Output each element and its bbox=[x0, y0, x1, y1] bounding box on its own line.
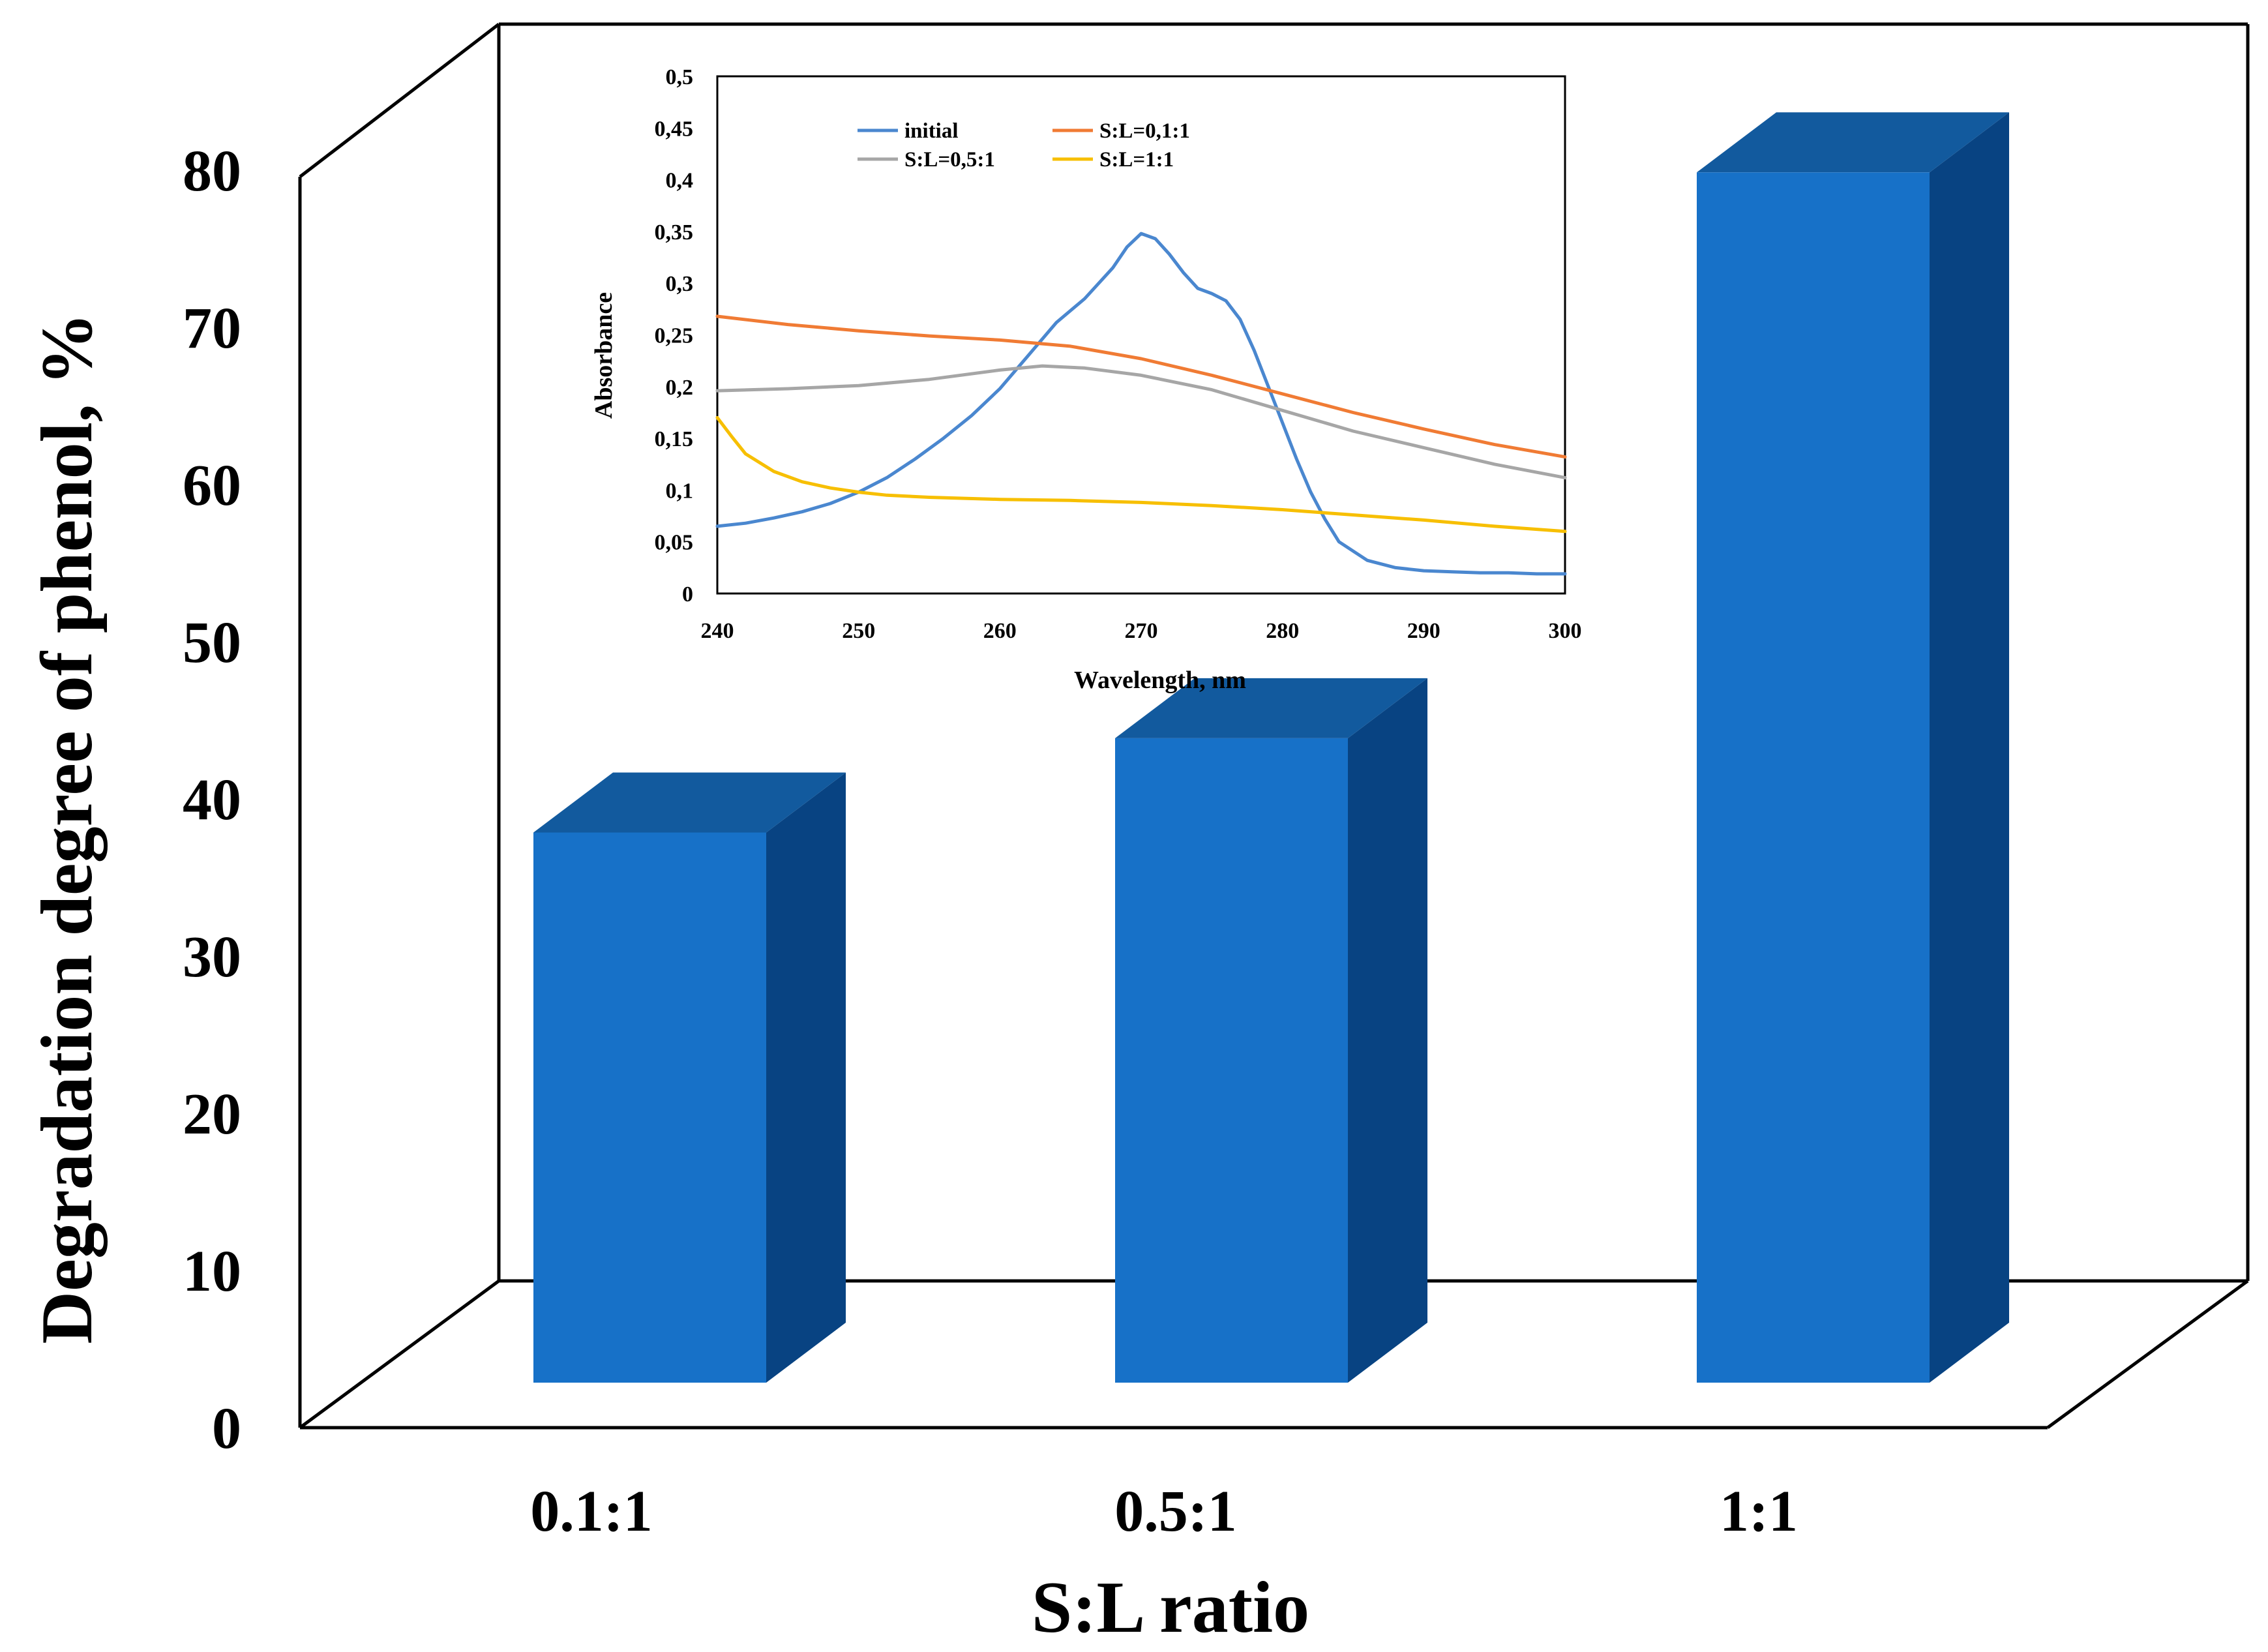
inset-y-ticks: 0 0,05 0,1 0,15 0,2 0,25 0,3 0,35 0,4 0,45 0,5 bbox=[655, 65, 694, 607]
main-x-categories: 0.1:1 0.5:1 1:1 bbox=[530, 1479, 1798, 1544]
series-line-2 bbox=[715, 364, 1567, 479]
bar-side-2 bbox=[1930, 112, 2009, 1383]
main-bars bbox=[533, 112, 2009, 1383]
side-wall-top-edge bbox=[299, 23, 500, 178]
bar-side-0 bbox=[766, 772, 846, 1383]
y-tick-4: 40 bbox=[183, 768, 241, 832]
inset-series-lines bbox=[715, 232, 1567, 576]
inset-x-tick-2: 260 bbox=[983, 619, 1017, 643]
y-tick-2: 20 bbox=[183, 1082, 241, 1147]
y-tick-1: 10 bbox=[183, 1239, 241, 1304]
bar-side-1 bbox=[1348, 678, 1427, 1383]
x-category-2: 1:1 bbox=[1720, 1479, 1798, 1544]
inset-x-tick-4: 280 bbox=[1266, 619, 1299, 643]
bar-front-0 bbox=[533, 832, 766, 1383]
inset-x-ticks: 240 250 260 270 280 290 300 bbox=[701, 619, 1582, 643]
x-category-1: 0.5:1 bbox=[1114, 1479, 1236, 1544]
series-line-3 bbox=[715, 415, 1567, 533]
x-axis-title: S:L ratio bbox=[1032, 1567, 1309, 1648]
y-tick-0: 0 bbox=[212, 1396, 241, 1461]
inset-x-tick-0: 240 bbox=[701, 619, 734, 643]
inset-y-tick-6: 0,3 bbox=[666, 272, 694, 296]
bar-front-1 bbox=[1115, 738, 1348, 1383]
inset-legend: initial S:L=0,1:1 S:L=0,5:1 S:L=1:1 bbox=[858, 119, 1190, 172]
inset-y-tick-5: 0,25 bbox=[655, 324, 694, 348]
y-tick-5: 50 bbox=[183, 610, 241, 675]
legend-label-0: initial bbox=[904, 119, 959, 143]
bar-0 bbox=[533, 772, 846, 1383]
bar-front-2 bbox=[1697, 172, 1930, 1383]
legend-label-1: S:L=0,1:1 bbox=[1099, 119, 1190, 143]
inset-x-tick-5: 290 bbox=[1407, 619, 1440, 643]
series-line-1 bbox=[715, 314, 1567, 459]
bar-top-2 bbox=[1697, 112, 2009, 173]
x-category-0: 0.1:1 bbox=[530, 1479, 652, 1544]
y-tick-3: 30 bbox=[183, 925, 241, 989]
bar-2 bbox=[1697, 112, 2009, 1383]
legend-label-3: S:L=1:1 bbox=[1099, 148, 1174, 172]
inset-y-tick-8: 0,4 bbox=[666, 169, 694, 193]
series-line-0 bbox=[715, 232, 1567, 576]
inset-y-tick-9: 0,45 bbox=[655, 117, 694, 141]
inset-x-tick-1: 250 bbox=[842, 619, 875, 643]
bar-top-1 bbox=[1115, 678, 1427, 738]
inset-y-tick-3: 0,15 bbox=[655, 427, 694, 451]
legend-label-2: S:L=0,5:1 bbox=[904, 148, 995, 172]
inset-y-axis-title: Absorbance bbox=[590, 292, 618, 419]
inset-y-tick-7: 0,35 bbox=[655, 220, 694, 245]
bar-1 bbox=[1115, 678, 1427, 1383]
inset-plot-area bbox=[716, 75, 1566, 595]
floor-right-edge bbox=[2046, 1279, 2249, 1430]
floor-left-edge bbox=[299, 1279, 500, 1430]
inset-x-tick-3: 270 bbox=[1125, 619, 1158, 643]
y-axis-title: Degradation degree of phenol, % bbox=[27, 312, 108, 1344]
inset-y-tick-0: 0 bbox=[682, 582, 693, 607]
inset-y-tick-4: 0,2 bbox=[666, 376, 694, 400]
inset-y-tick-2: 0,1 bbox=[666, 479, 694, 503]
main-y-ticks: 0 10 20 30 40 50 60 70 80 bbox=[183, 139, 241, 1461]
inset-x-tick-6: 300 bbox=[1549, 619, 1582, 643]
y-tick-7: 70 bbox=[183, 296, 241, 361]
inset-chart: 0 0,05 0,1 0,15 0,2 0,25 0,3 0,35 0,4 0,45 0,5 240… bbox=[590, 65, 1582, 694]
inset-y-tick-10: 0,5 bbox=[666, 65, 694, 89]
y-tick-8: 80 bbox=[183, 139, 241, 203]
inset-y-tick-1: 0,05 bbox=[655, 531, 694, 555]
y-tick-6: 60 bbox=[183, 453, 241, 518]
inset-x-axis-title: Wavelength, nm bbox=[1074, 667, 1246, 694]
bar-top-0 bbox=[533, 772, 846, 833]
